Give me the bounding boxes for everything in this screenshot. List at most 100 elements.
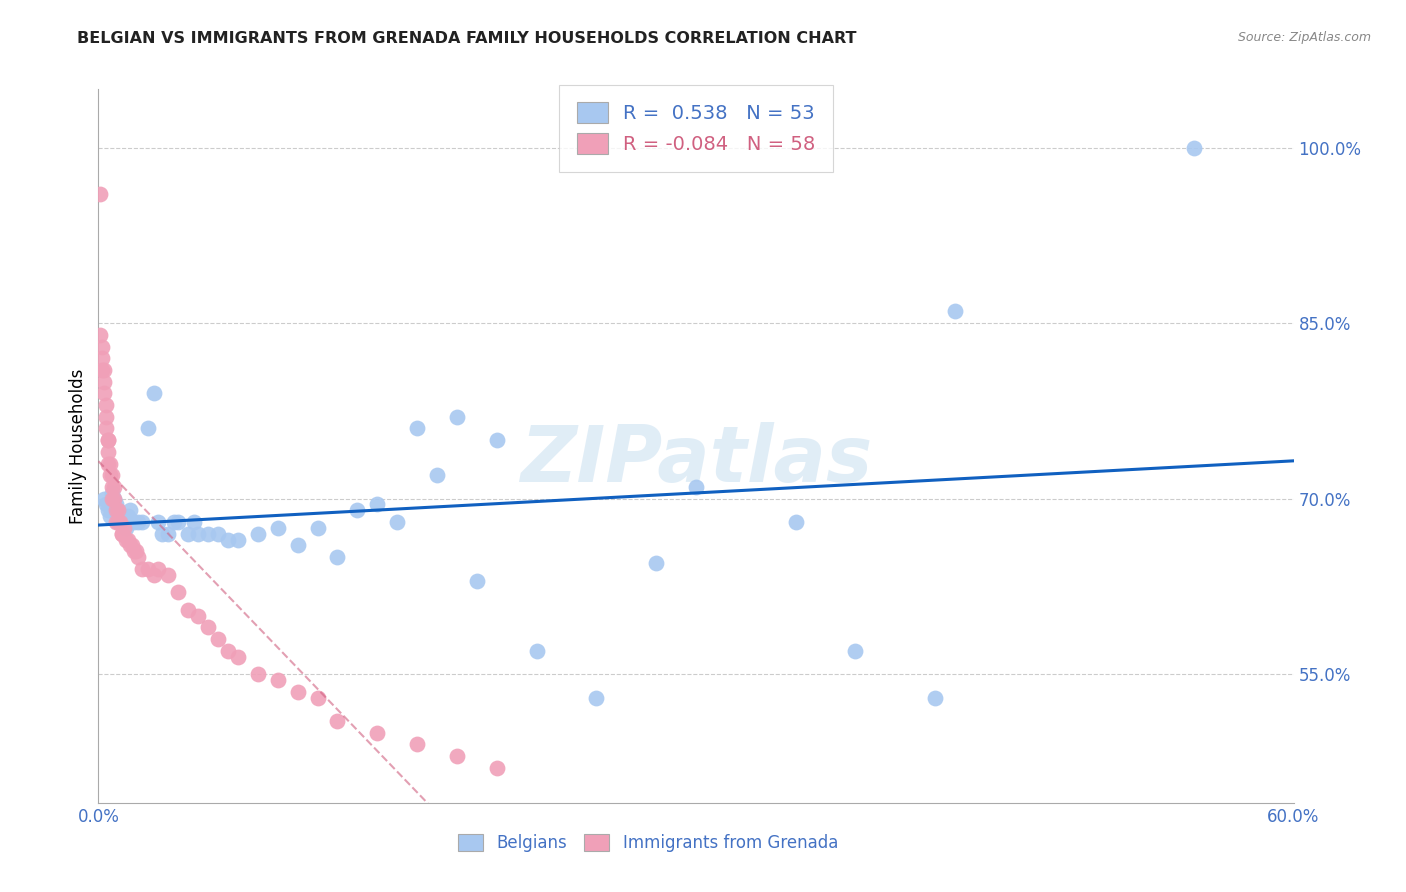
Y-axis label: Family Households: Family Households: [69, 368, 87, 524]
Point: [163, 515, 186, 529]
Point: [91, 363, 114, 377]
Point: [267, 521, 290, 535]
Point: [110, 515, 132, 529]
Point: [526, 644, 548, 658]
Point: [446, 749, 468, 764]
Point: [112, 515, 135, 529]
Point: [105, 498, 128, 512]
Point: [115, 521, 138, 535]
Point: [93, 363, 115, 377]
Point: [97, 445, 120, 459]
Point: [187, 608, 209, 623]
Point: [183, 515, 205, 529]
Point: [307, 521, 329, 535]
Point: [115, 533, 138, 547]
Point: [366, 498, 388, 512]
Point: [131, 562, 153, 576]
Point: [685, 480, 707, 494]
Point: [103, 491, 125, 506]
Point: [124, 544, 146, 558]
Point: [98, 468, 122, 483]
Point: [385, 515, 409, 529]
Point: [287, 538, 309, 552]
Point: [326, 714, 349, 728]
Point: [167, 515, 190, 529]
Point: [103, 480, 125, 494]
Point: [105, 503, 128, 517]
Point: [585, 690, 607, 705]
Point: [107, 503, 129, 517]
Point: [89, 187, 111, 202]
Point: [101, 485, 124, 500]
Point: [326, 550, 349, 565]
Point: [187, 526, 209, 541]
Point: [217, 644, 239, 658]
Point: [287, 684, 309, 698]
Point: [226, 533, 249, 547]
Point: [101, 468, 124, 483]
Point: [136, 421, 159, 435]
Point: [127, 550, 149, 565]
Point: [207, 526, 229, 541]
Point: [91, 351, 114, 366]
Point: [93, 375, 115, 389]
Point: [91, 340, 114, 354]
Point: [217, 533, 239, 547]
Point: [96, 421, 118, 435]
Point: [127, 515, 149, 529]
Point: [96, 409, 118, 424]
Point: [98, 509, 122, 524]
Point: [207, 632, 229, 646]
Point: [197, 620, 219, 634]
Point: [157, 567, 180, 582]
Point: [96, 498, 118, 512]
Point: [89, 327, 111, 342]
Point: [246, 526, 269, 541]
Point: [406, 737, 429, 751]
Point: [1182, 141, 1205, 155]
Point: [125, 544, 148, 558]
Point: [346, 503, 368, 517]
Point: [465, 574, 488, 588]
Point: [121, 538, 143, 552]
Point: [103, 491, 125, 506]
Point: [446, 409, 468, 424]
Point: [844, 644, 866, 658]
Point: [406, 421, 429, 435]
Point: [112, 521, 135, 535]
Point: [143, 386, 166, 401]
Legend: Belgians, Immigrants from Grenada: Belgians, Immigrants from Grenada: [451, 827, 845, 859]
Point: [485, 761, 508, 775]
Point: [111, 509, 134, 524]
Point: [98, 457, 122, 471]
Point: [93, 386, 115, 401]
Point: [143, 567, 166, 582]
Text: BELGIAN VS IMMIGRANTS FROM GRENADA FAMILY HOUSEHOLDS CORRELATION CHART: BELGIAN VS IMMIGRANTS FROM GRENADA FAMIL…: [77, 31, 856, 46]
Point: [307, 690, 329, 705]
Point: [117, 533, 139, 547]
Point: [97, 433, 120, 447]
Point: [97, 503, 120, 517]
Point: [167, 585, 190, 599]
Point: [177, 526, 200, 541]
Point: [93, 491, 115, 506]
Point: [148, 562, 170, 576]
Point: [97, 433, 120, 447]
Point: [136, 562, 159, 576]
Point: [226, 649, 249, 664]
Point: [124, 515, 146, 529]
Point: [120, 503, 142, 517]
Point: [131, 515, 153, 529]
Point: [267, 673, 290, 687]
Point: [157, 526, 180, 541]
Text: Source: ZipAtlas.com: Source: ZipAtlas.com: [1237, 31, 1371, 45]
Point: [197, 526, 219, 541]
Text: ZIPatlas: ZIPatlas: [520, 422, 872, 499]
Point: [111, 526, 134, 541]
Point: [97, 457, 120, 471]
Point: [426, 468, 449, 483]
Point: [107, 503, 129, 517]
Point: [107, 515, 129, 529]
Point: [101, 480, 124, 494]
Point: [246, 667, 269, 681]
